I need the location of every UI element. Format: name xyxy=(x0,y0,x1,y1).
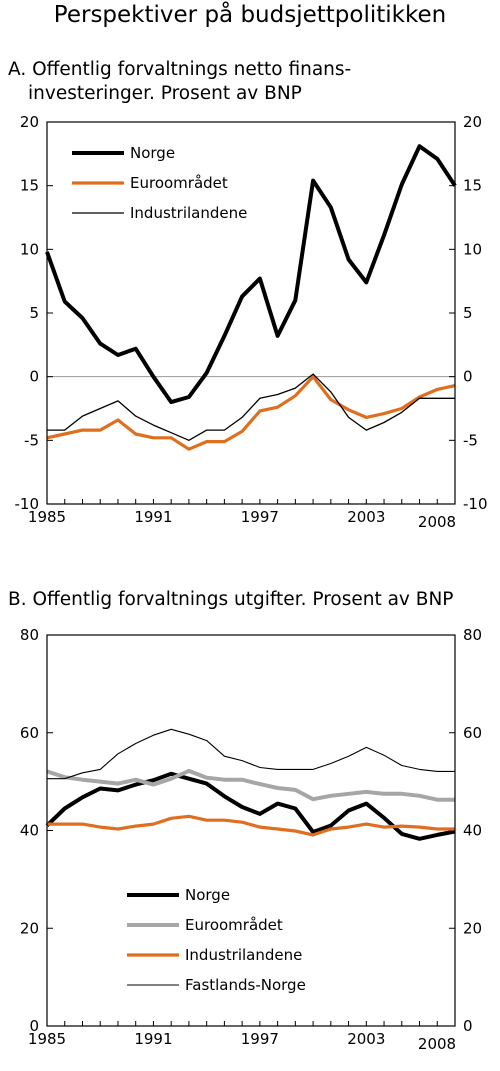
series-line-3 xyxy=(47,814,455,837)
y-tick-label-right: 0 xyxy=(463,368,473,386)
legend-label-1: Norge xyxy=(185,886,230,904)
panel-b-label: B. xyxy=(8,589,27,610)
x-tick-label: 1991 xyxy=(134,508,172,526)
y-tick-label-left: 20 xyxy=(20,113,39,131)
legend-label-3: Industrilandene xyxy=(185,946,302,964)
y-tick-label-left: 15 xyxy=(20,177,39,195)
y-tick-label-left: 0 xyxy=(29,368,39,386)
legend-label-1: Norge xyxy=(130,144,175,162)
y-tick-label-left: -5 xyxy=(24,431,39,449)
legend-label-2: Euroområdet xyxy=(130,174,228,192)
y-tick-label-right: -5 xyxy=(463,431,478,449)
panel-b-title: B. Offentlig forvaltnings utgifter. Pros… xyxy=(8,588,453,612)
panel-b-title-line1: Offentlig forvaltnings utgifter. Prosent… xyxy=(32,589,454,610)
y-tick-label-left: -10 xyxy=(15,495,40,513)
plot-frame xyxy=(46,634,456,1027)
x-tick-label: 2003 xyxy=(347,508,385,526)
y-tick-label-right: 60 xyxy=(463,724,482,742)
x-tick-label: 1985 xyxy=(28,508,66,526)
y-tick-label-left: 5 xyxy=(29,304,39,322)
y-tick-label-left: 20 xyxy=(20,919,39,937)
series-line-4 xyxy=(47,728,455,780)
panel-a-title: A. Offentlig forvaltnings netto finans- … xyxy=(8,58,351,106)
x-tick-label: 2008 xyxy=(418,1035,456,1053)
y-tick-label-left: 40 xyxy=(20,822,39,840)
x-tick-label: 1991 xyxy=(134,1030,172,1048)
y-tick-label-left: 80 xyxy=(20,626,39,644)
y-tick-label-right: 0 xyxy=(463,1017,473,1035)
y-tick-label-right: 15 xyxy=(463,177,482,195)
panel-a-title-line1: Offentlig forvaltnings netto finans- xyxy=(32,59,352,80)
series-line-1 xyxy=(45,144,457,405)
panel-a-title-line2: investeringer. Prosent av BNP xyxy=(28,83,302,104)
y-tick-label-right: 5 xyxy=(463,304,473,322)
series-line-1 xyxy=(45,771,456,841)
y-tick-label-right: 20 xyxy=(463,919,482,937)
x-tick-label: 1997 xyxy=(241,1030,279,1048)
y-tick-label-left: 60 xyxy=(20,724,39,742)
y-tick-label-left: 10 xyxy=(20,240,39,258)
legend-label-3: Industrilandene xyxy=(130,204,247,222)
series-line-2 xyxy=(46,375,456,451)
series-line-2 xyxy=(46,768,455,802)
x-tick-label: 1985 xyxy=(28,1030,66,1048)
plot-frame xyxy=(46,121,456,505)
legend-label-2: Euroområdet xyxy=(185,916,283,934)
legend-label-4: Fastlands-Norge xyxy=(185,976,306,994)
x-tick-label: 2008 xyxy=(418,513,456,531)
series-line-3 xyxy=(47,373,455,441)
x-tick-label: 1997 xyxy=(241,508,279,526)
panel-a-label: A. xyxy=(8,59,27,80)
y-tick-label-right: -10 xyxy=(463,495,488,513)
page-title: Perspektiver på budsjettpolitikken xyxy=(53,2,447,28)
x-tick-label: 2003 xyxy=(347,1030,385,1048)
y-tick-label-left: 0 xyxy=(29,1017,39,1035)
y-tick-label-right: 20 xyxy=(463,113,482,131)
y-tick-label-right: 10 xyxy=(463,240,482,258)
y-tick-label-right: 80 xyxy=(463,626,482,644)
y-tick-label-right: 40 xyxy=(463,822,482,840)
